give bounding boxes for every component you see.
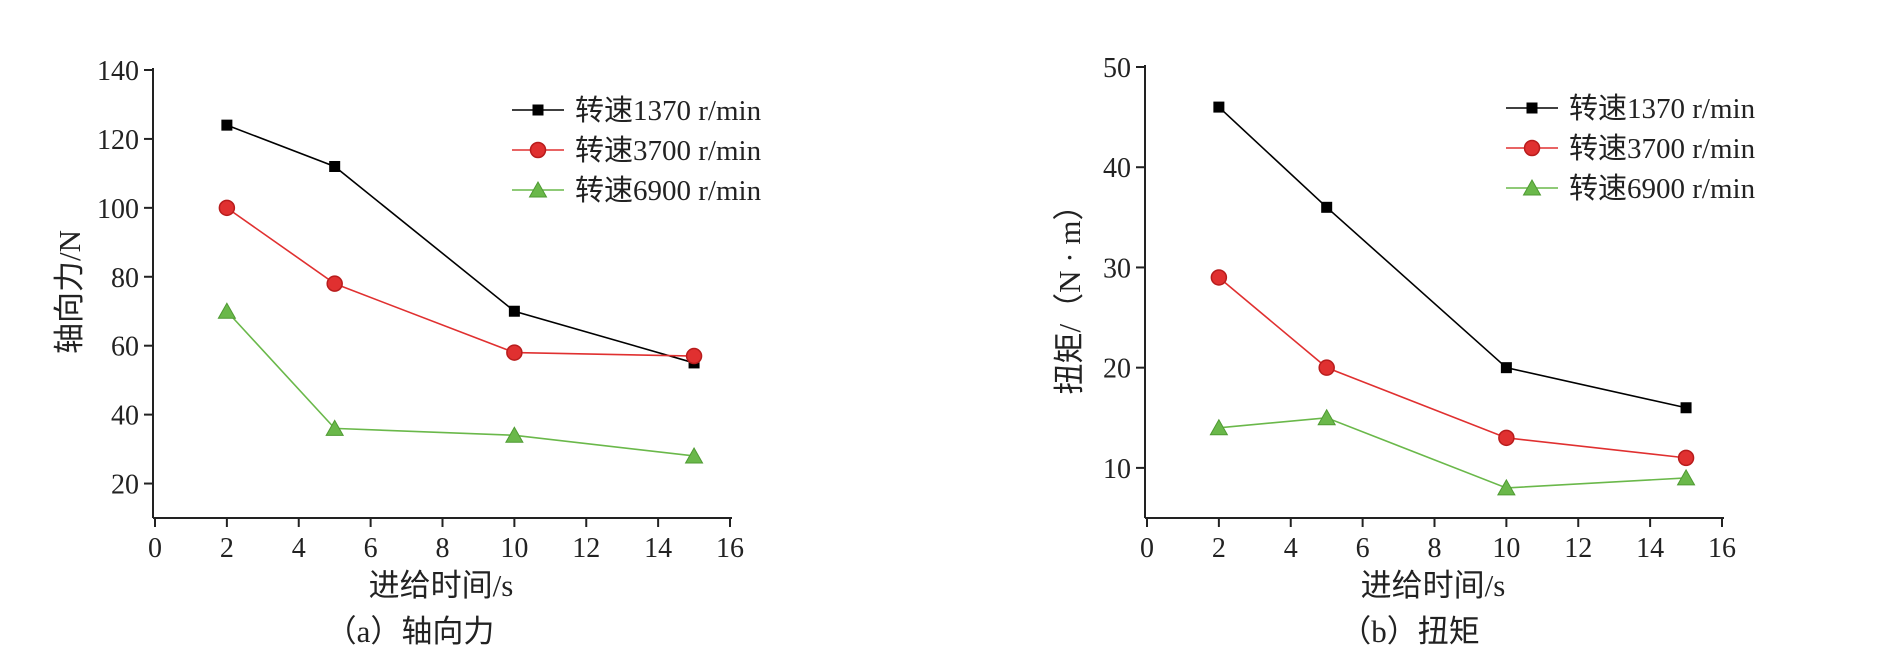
chart-b-x-tick-label: 14 [1636, 533, 1664, 564]
chart-b-y-axis-title: 扭矩/（N · m） [1052, 190, 1087, 395]
chart-a-y-tick-label: 140 [97, 56, 139, 87]
chart-a-y-tick-label: 120 [97, 125, 139, 156]
chart-a-x-tick-label: 0 [148, 533, 162, 564]
chart-b-caption: （b）扭矩 [1340, 614, 1480, 649]
chart-b-series-3-line [1218, 416, 1687, 489]
chart-b-legend-marker-3 [1522, 178, 1542, 196]
chart-a-x-tick-label: 2 [220, 533, 234, 564]
chart-b-series-1-line [1218, 106, 1687, 409]
chart-a-legend-label-1: 转速1370 r/min [575, 94, 762, 127]
chart-a-x-tick-label: 16 [716, 533, 744, 564]
chart-a-x-axis-title: 进给时间/s [369, 568, 514, 603]
chart-a-series-3-point [505, 426, 524, 443]
chart-a-y-tick-label: 20 [111, 470, 139, 501]
chart-a-legend-marker-3 [528, 180, 548, 198]
chart-a-y-tick-label: 40 [111, 401, 139, 432]
chart-b-series-3-point [1317, 408, 1337, 426]
chart-a-series-3-line [226, 310, 695, 457]
chart-b-y-tick-label: 50 [1103, 53, 1131, 84]
chart-a-marks: 0 2 4 6 8 10 12 14 16 20 40 60 80 100 120 140 转速1370 r/m… [97, 56, 762, 564]
chart-b-x-tick-label: 0 [1140, 533, 1154, 564]
chart-b-y-tick-label: 10 [1103, 454, 1131, 485]
chart-a-x-tick-label: 6 [364, 533, 378, 564]
chart-a-series-3-point [325, 419, 345, 436]
chart-b-x-tick-label: 8 [1428, 533, 1442, 564]
chart-b-x-tick-label: 10 [1492, 533, 1520, 564]
chart-axial-force: 0 2 4 6 8 10 12 14 16 20 40 60 80 100 120 140 转速1370 r/m… [52, 56, 762, 649]
chart-b-series-2-point [1210, 269, 1228, 286]
chart-b-x-tick-label: 6 [1356, 533, 1370, 564]
chart-a-legend-label-3: 转速6900 r/min [575, 174, 762, 207]
chart-b-x-tick-label: 2 [1212, 533, 1226, 564]
chart-b-y-tick-label: 20 [1103, 354, 1131, 385]
chart-b-series-1-point [1680, 402, 1692, 414]
chart-b-x-tick-label: 12 [1564, 533, 1592, 564]
chart-a-legend-marker-2 [529, 141, 547, 159]
chart-a-caption: （a）轴向力 [326, 614, 495, 649]
chart-a-x-tick-label: 14 [644, 533, 672, 564]
chart-b-legend-label-1: 转速1370 r/min [1569, 92, 1756, 125]
chart-b-legend-marker-2 [1523, 139, 1541, 157]
chart-a-series-1-point [221, 119, 233, 131]
chart-a-x-tick-label: 10 [500, 533, 528, 564]
chart-a-series-2-point [685, 347, 703, 365]
chart-b-series-1-point [1213, 101, 1225, 113]
chart-a-y-tick-label: 100 [97, 194, 139, 225]
chart-a-series-3-point [684, 446, 704, 464]
chart-b-series-2-line [1218, 276, 1687, 459]
chart-b-series-2-point [1677, 449, 1695, 467]
chart-a-series-1-point [508, 305, 520, 317]
chart-a-y-tick-label: 80 [111, 263, 139, 294]
chart-a-y-axis-title: 轴向力/N [52, 230, 87, 354]
chart-b-y-tick-label: 30 [1103, 253, 1131, 284]
chart-b-marks: 0 2 4 6 8 10 12 14 16 10 20 30 40 50 转速1370 r/min 转速370… [1103, 53, 1756, 564]
chart-a-series-2-point [506, 344, 523, 361]
chart-b-x-tick-label: 4 [1284, 533, 1298, 564]
chart-b-series-3-point [1497, 478, 1516, 496]
chart-b-series-1-point [1500, 362, 1512, 374]
chart-a-series-1-point [329, 160, 341, 172]
chart-a-series-2-line [226, 207, 695, 357]
chart-a-y-tick-label: 60 [111, 332, 139, 363]
chart-b-x-axis-title: 进给时间/s [1361, 568, 1506, 603]
chart-a-x-tick-label: 8 [436, 533, 450, 564]
chart-a-series-3-point [217, 302, 237, 319]
chart-b-series-1-point [1321, 201, 1333, 213]
chart-b-legend-label-3: 转速6900 r/min [1569, 172, 1756, 205]
chart-torque: 0 2 4 6 8 10 12 14 16 10 20 30 40 50 转速1370 r/min 转速370… [1052, 53, 1756, 649]
chart-b-y-tick-label: 40 [1103, 153, 1131, 184]
chart-a-x-tick-label: 4 [292, 533, 306, 564]
chart-a-legend-label-2: 转速3700 r/min [575, 134, 762, 167]
chart-b-series-2-point [1498, 429, 1515, 447]
chart-a-series-1-line [226, 124, 695, 364]
chart-b-x-tick-label: 16 [1708, 533, 1736, 564]
chart-a-series-2-point [326, 275, 343, 292]
chart-b-legend-marker-1 [1526, 102, 1538, 114]
chart-a-series-2-point [218, 199, 236, 217]
chart-a-legend-marker-1 [532, 104, 544, 116]
chart-b-legend-label-2: 转速3700 r/min [1569, 132, 1756, 165]
chart-b-series-2-point [1318, 359, 1335, 376]
chart-a-x-tick-label: 12 [572, 533, 600, 564]
chart-b-series-3-point [1209, 418, 1229, 436]
chart-b-series-3-point [1676, 468, 1696, 486]
